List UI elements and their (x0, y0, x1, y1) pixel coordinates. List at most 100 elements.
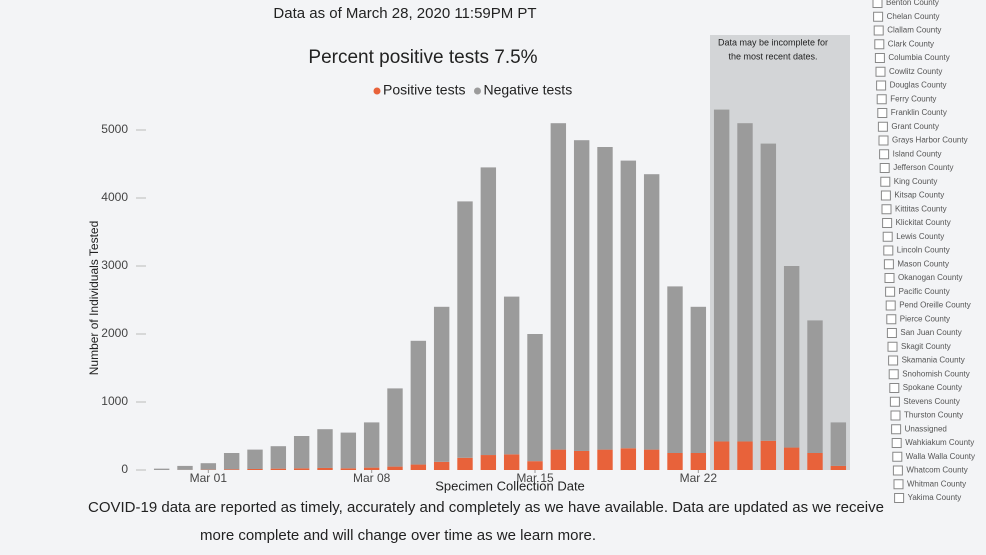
bar-segment (667, 453, 683, 470)
county-label: San Juan County (900, 328, 961, 337)
county-checkbox[interactable] (877, 108, 888, 118)
bar-segment (387, 388, 403, 467)
county-checkbox[interactable] (881, 204, 892, 215)
incomplete-region (710, 35, 850, 470)
county-checkbox[interactable] (884, 273, 895, 283)
bar-segment (177, 465, 193, 470)
county-label: Pierce County (900, 314, 950, 323)
y-tick-label: 0 (121, 462, 128, 476)
county-label: Ferry County (890, 94, 936, 103)
bar-segment (457, 201, 473, 458)
county-checkbox[interactable] (879, 149, 890, 160)
bar-segment (737, 441, 753, 470)
bar-segment (713, 441, 730, 470)
bar-segment (433, 461, 450, 470)
bar-segment (643, 449, 660, 470)
bar-segment (807, 453, 823, 470)
county-checkbox[interactable] (886, 328, 897, 338)
county-checkbox[interactable] (894, 493, 905, 503)
county-checkbox[interactable] (874, 39, 885, 50)
county-label: Whatcom County (906, 466, 967, 475)
bar-segment (363, 467, 380, 470)
county-label: Klickitat County (896, 218, 951, 227)
county-checkbox[interactable] (873, 25, 884, 36)
bar-segment (597, 147, 613, 450)
county-checkbox[interactable] (888, 355, 899, 366)
legend-swatch (473, 87, 481, 95)
bar-segment (457, 457, 473, 470)
county-label: Whitman County (907, 479, 966, 488)
county-label: Benton County (886, 0, 939, 7)
county-label: Clark County (888, 39, 934, 48)
county-checkbox[interactable] (891, 424, 902, 435)
x-tick-label: Mar 08 (353, 471, 391, 485)
county-label: Skagit County (901, 342, 951, 351)
y-axis-label: Number of Individuals Tested (87, 221, 101, 376)
legend-label: Negative tests (483, 82, 572, 98)
bar-segment (573, 450, 590, 470)
county-label: Mason County (897, 259, 949, 268)
county-label: Lincoln County (897, 246, 950, 255)
county-checkbox[interactable] (880, 176, 891, 187)
bar-segment (410, 464, 427, 470)
county-checkbox[interactable] (886, 314, 897, 325)
county-checkbox[interactable] (885, 286, 896, 297)
bar-segment (620, 448, 637, 470)
county-checkbox[interactable] (879, 163, 890, 173)
bar-segment (503, 296, 520, 455)
county-checkbox[interactable] (875, 66, 886, 77)
bar-segment (387, 466, 403, 470)
county-checkbox[interactable] (877, 121, 888, 132)
bar-segment (620, 160, 637, 449)
bar-segment (270, 468, 287, 470)
county-label: Walla Walla County (906, 452, 975, 461)
county-checkbox[interactable] (873, 11, 884, 22)
county-checkbox[interactable] (876, 80, 887, 91)
county-checkbox[interactable] (891, 438, 902, 448)
county-checkbox[interactable] (889, 383, 900, 393)
county-checkbox[interactable] (889, 396, 900, 407)
county-label: Snohomish County (902, 369, 970, 378)
x-tick-label: Mar 22 (680, 471, 718, 485)
county-label: Okanogan County (898, 273, 963, 282)
bar-segment (317, 467, 333, 470)
bar-segment (270, 446, 287, 469)
county-checkbox[interactable] (882, 231, 893, 242)
bar-segment (480, 167, 497, 456)
bar-segment (550, 123, 567, 450)
county-checkbox[interactable] (893, 479, 904, 490)
county-checkbox[interactable] (880, 190, 891, 201)
annotation: the most recent dates. (728, 51, 817, 61)
county-checkbox[interactable] (872, 0, 883, 8)
county-checkbox[interactable] (890, 410, 901, 421)
county-checkbox[interactable] (888, 369, 899, 380)
footer-text: more complete and will change over time … (200, 527, 596, 544)
bar-segment (527, 461, 543, 470)
county-checkbox[interactable] (883, 245, 894, 256)
county-checkbox[interactable] (892, 465, 903, 476)
footer-text: COVID-19 data are reported as timely, ac… (88, 499, 884, 516)
y-tick-label: 3000 (101, 258, 128, 272)
county-label: Kittitas County (895, 204, 947, 213)
county-checkbox[interactable] (876, 94, 887, 105)
county-checkbox[interactable] (874, 53, 885, 63)
county-checkbox[interactable] (878, 135, 889, 146)
y-tick-label: 2000 (101, 326, 128, 340)
county-label: Island County (893, 149, 942, 158)
bar-segment (200, 463, 217, 470)
county-label: Wahkiakum County (905, 438, 974, 447)
county-checkbox[interactable] (883, 259, 894, 270)
county-checkbox[interactable] (882, 218, 893, 228)
county-label: Cowlitz County (889, 67, 942, 76)
county-label: Thurston County (904, 411, 963, 420)
county-label: Skamania County (902, 356, 965, 365)
county-checkbox[interactable] (892, 451, 903, 462)
county-label: Spokane County (903, 383, 962, 392)
county-label: Stevens County (903, 397, 959, 406)
bar-segment (153, 468, 170, 470)
annotation: Data may be incomplete for (718, 37, 828, 47)
legend-swatch (373, 87, 381, 95)
bar-segment (527, 334, 543, 462)
county-checkbox[interactable] (885, 300, 896, 311)
county-checkbox[interactable] (887, 341, 898, 352)
